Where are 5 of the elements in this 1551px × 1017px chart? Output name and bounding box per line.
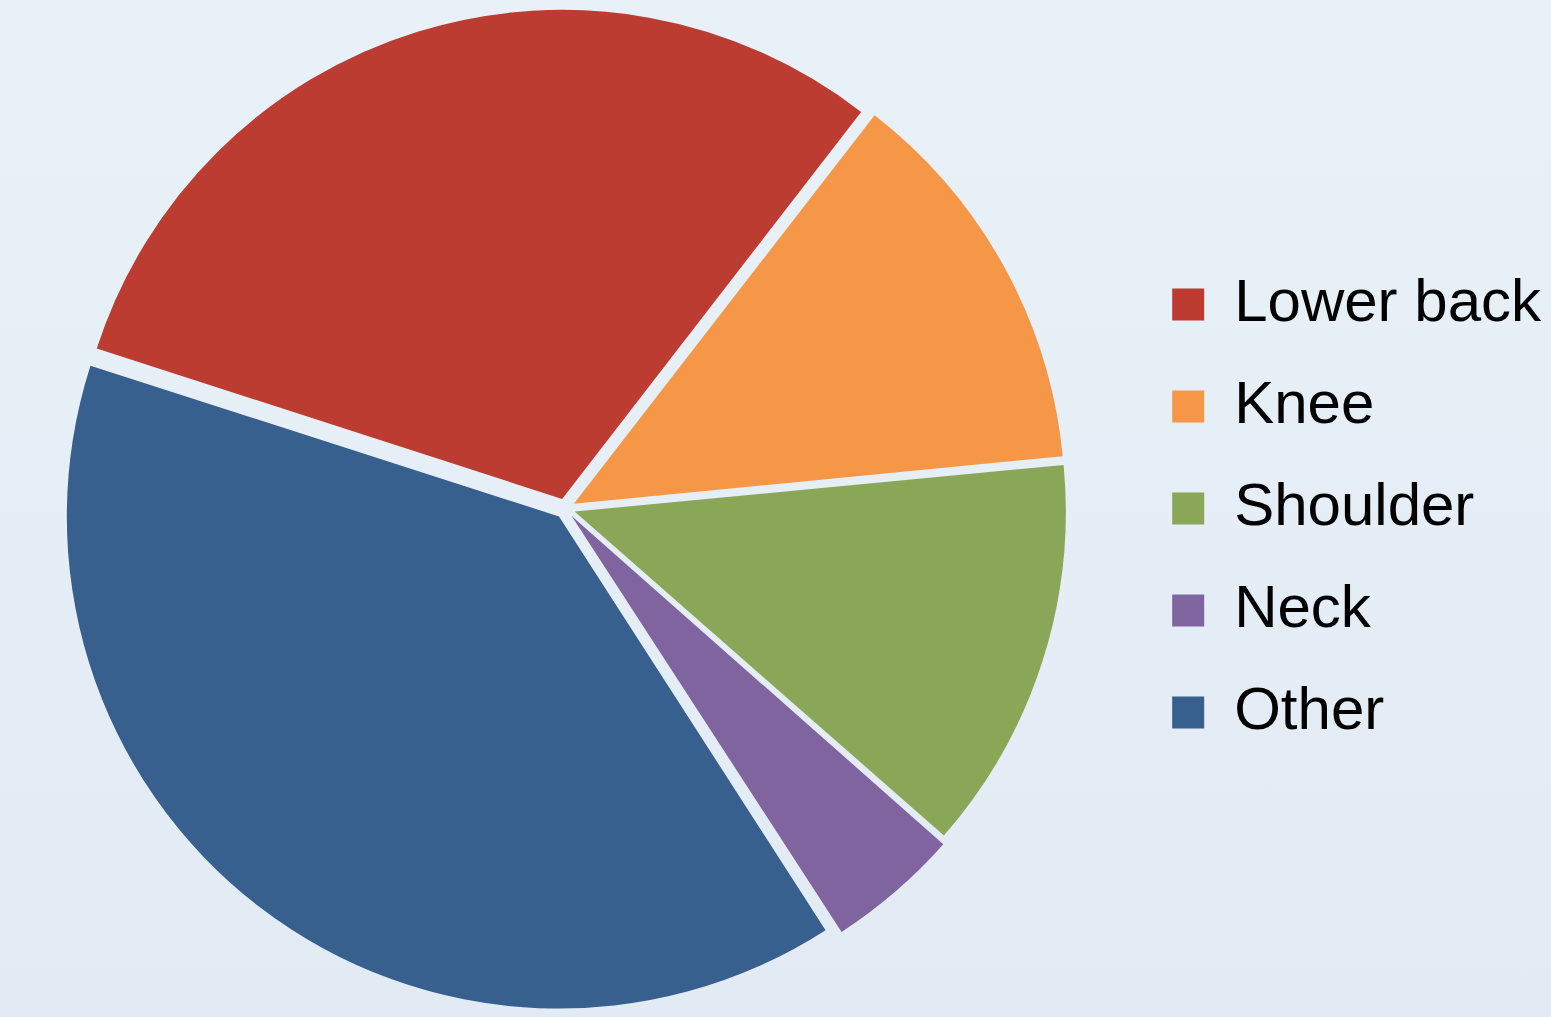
legend-label: Shoulder bbox=[1234, 471, 1475, 539]
legend-label: Lower back bbox=[1234, 267, 1542, 335]
legend-label: Knee bbox=[1234, 369, 1375, 437]
legend-label: Neck bbox=[1234, 573, 1372, 641]
legend-label: Other bbox=[1234, 675, 1385, 743]
